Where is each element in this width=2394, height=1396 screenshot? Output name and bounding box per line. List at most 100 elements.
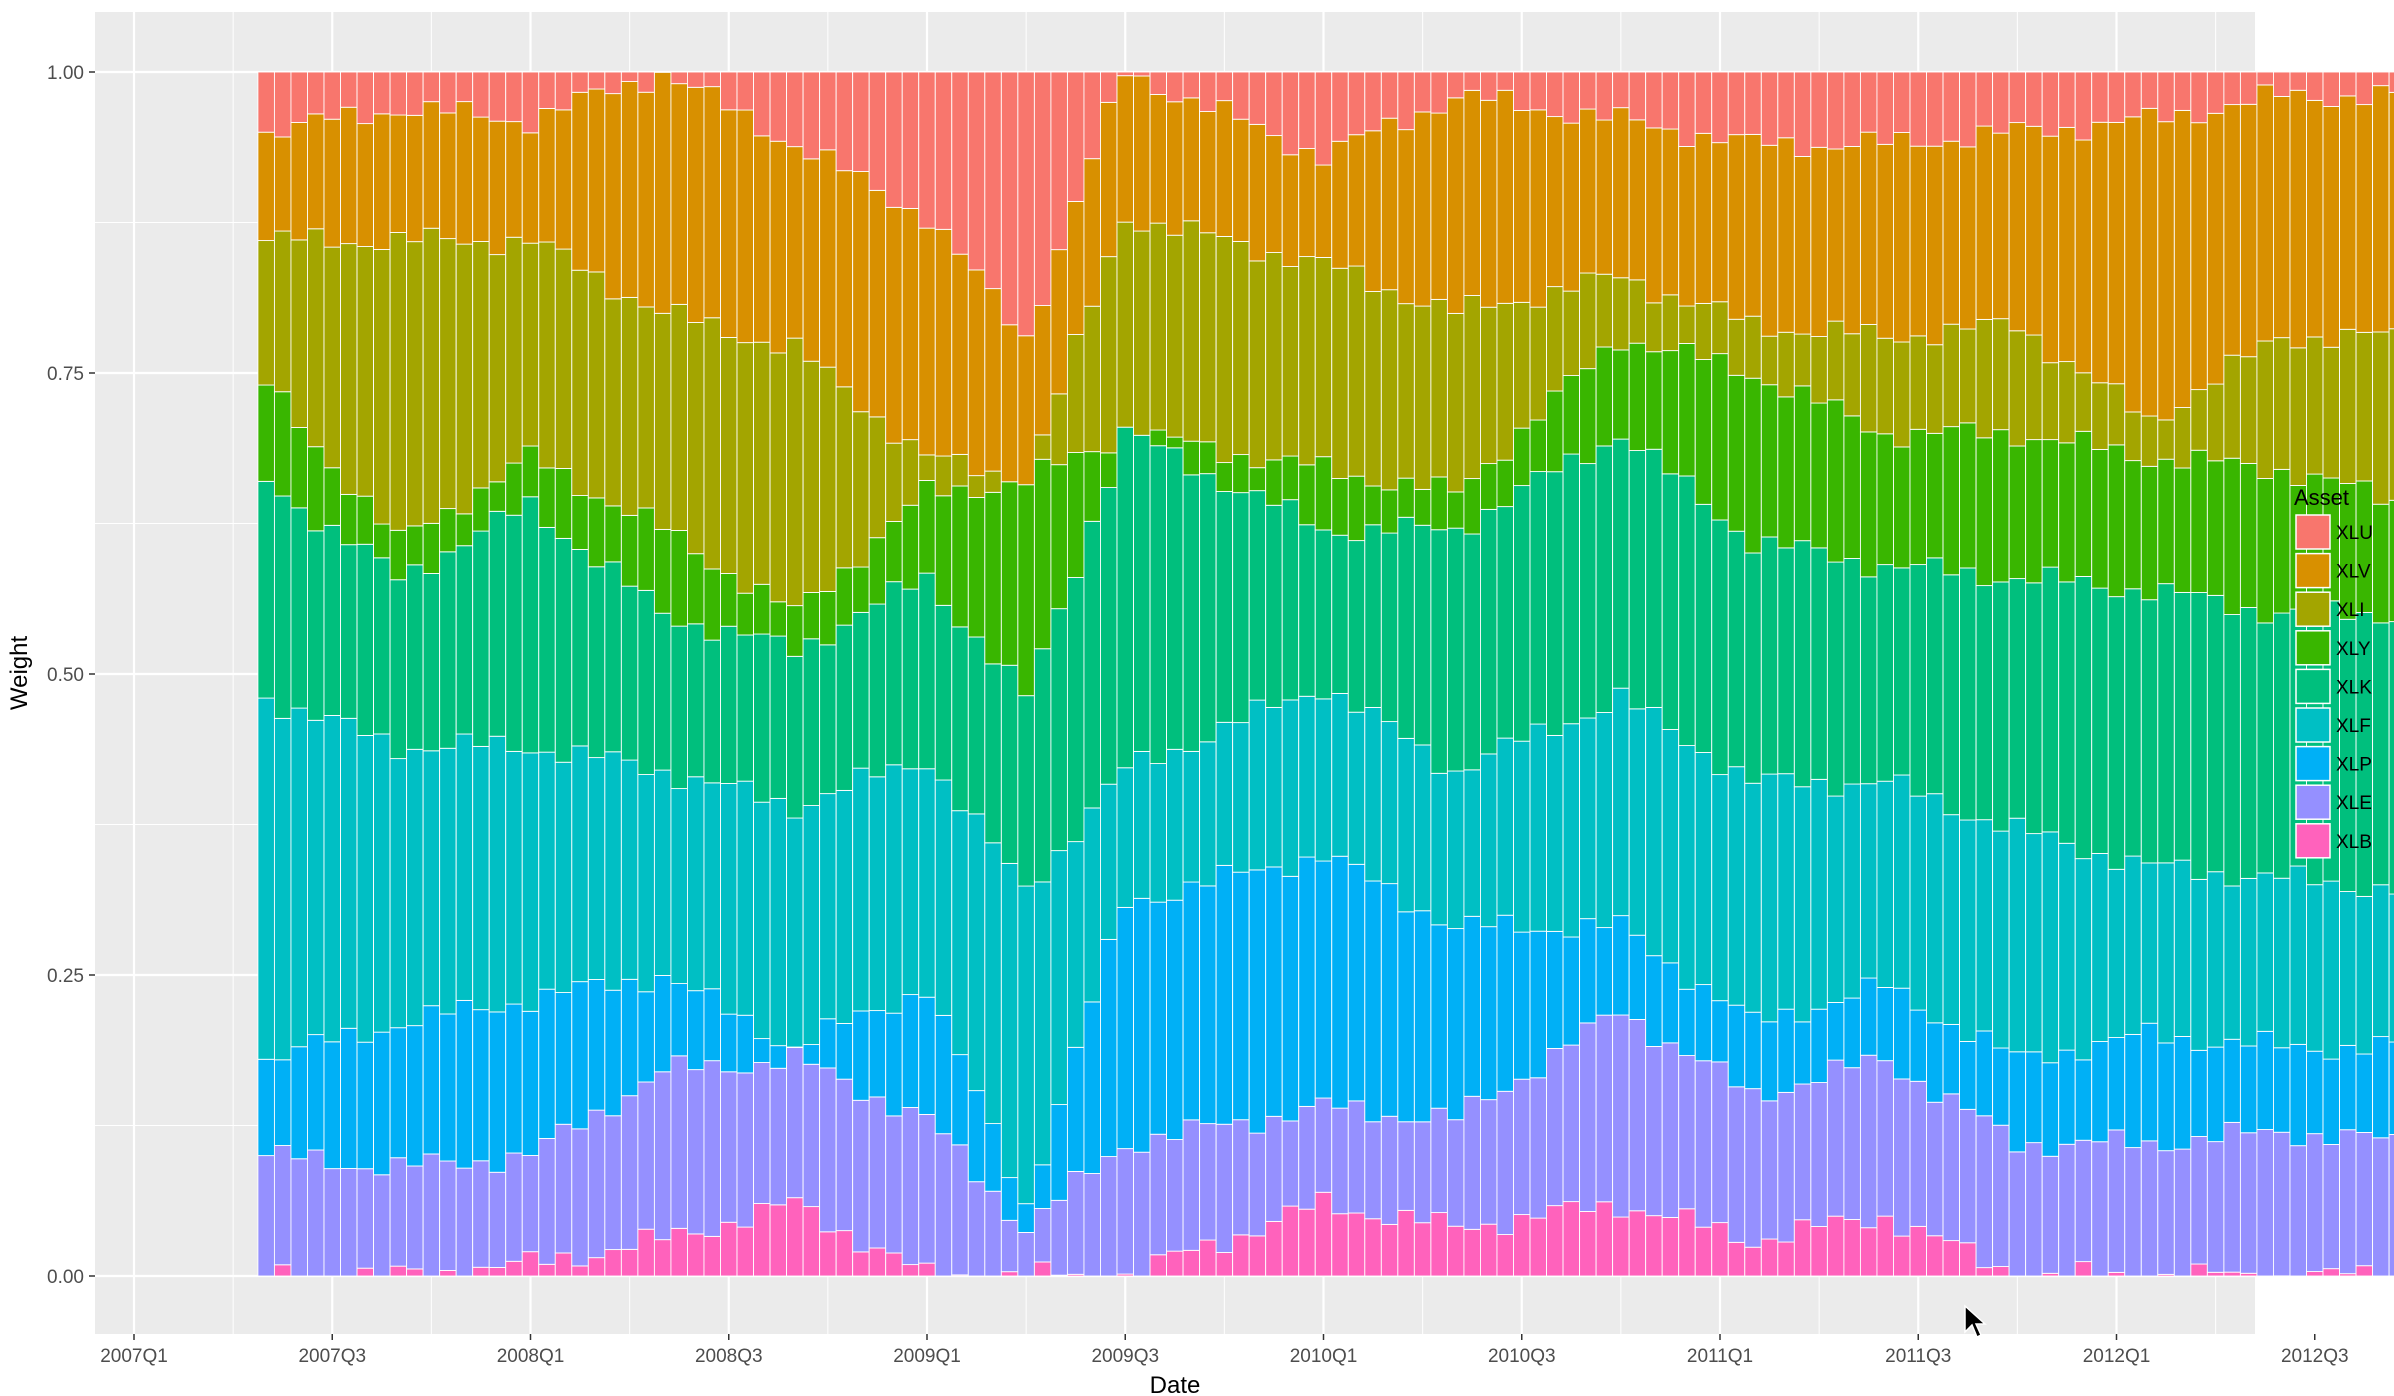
- bar-segment-xlv: [901, 207, 920, 441]
- bar-segment-xly: [720, 573, 738, 627]
- bar-segment-xly: [571, 495, 589, 550]
- bar-segment-xlp: [1100, 938, 1118, 1158]
- bar-segment-xlp: [1942, 1023, 1961, 1095]
- bar-segment-xlf: [1479, 753, 1498, 928]
- bar-segment-xlf: [967, 813, 986, 1092]
- bar-segment-xle: [1727, 1086, 1746, 1243]
- bar-segment-xlv: [1661, 128, 1680, 296]
- bar-segment-xle: [1380, 1115, 1399, 1225]
- bar-segment-xly: [1727, 374, 1746, 532]
- bar-segment-xlp: [1446, 928, 1465, 1121]
- bar-segment-xly: [1595, 346, 1614, 447]
- legend-label-xlk: XLK: [2336, 677, 2372, 698]
- bar-segment-xli: [753, 341, 771, 585]
- bar-segment-xlb: [1661, 1217, 1680, 1277]
- bar-segment-xlv: [1546, 116, 1564, 288]
- bar-segment-xlu: [422, 71, 441, 103]
- bar-segment-xlf: [1727, 766, 1746, 1006]
- bar-segment-xlu: [2239, 71, 2258, 105]
- bar-segment-xlu: [1909, 71, 1927, 147]
- bar-segment-xlf: [885, 764, 903, 1014]
- bar-segment-xle: [521, 1155, 540, 1253]
- bar-segment-xlf: [1777, 773, 1795, 1010]
- bar-segment-xly: [1529, 419, 1547, 473]
- bar-segment-xlk: [885, 581, 903, 766]
- bar-segment-xlu: [1876, 71, 1894, 145]
- bar-segment-xly: [819, 590, 837, 646]
- bar-segment-xlu: [703, 71, 721, 88]
- bar-segment-xlv: [2206, 112, 2225, 385]
- bar-segment-xlv: [1876, 143, 1894, 339]
- bar-segment-xlk: [1959, 567, 1977, 821]
- bar-segment-xle: [1479, 1099, 1498, 1225]
- bar-segment-xlk: [488, 510, 507, 737]
- bar-segment-xlb: [1959, 1242, 1977, 1277]
- bar-segment-xle: [340, 1168, 358, 1277]
- bar-segment-xlf: [1215, 721, 1234, 866]
- bar-segment-xlv: [1777, 137, 1795, 333]
- bar-segment-xli: [1232, 241, 1250, 456]
- bar-segment-xlu: [2058, 71, 2076, 128]
- bar-segment-xli: [1942, 323, 1961, 428]
- bar-segment-xlu: [455, 71, 474, 103]
- bar-segment-xlu: [1380, 71, 1399, 119]
- legend-key-xly: [2295, 630, 2331, 666]
- bar-segment-xle: [373, 1174, 391, 1277]
- bar-segment-xlp: [2355, 1053, 2374, 1133]
- bar-segment-xly: [455, 513, 474, 547]
- bar-segment-xly: [670, 530, 688, 627]
- bar-segment-xlp: [1876, 987, 1894, 1062]
- bar-segment-xlp: [1298, 856, 1316, 1107]
- bar-segment-xlf: [1083, 807, 1101, 1003]
- bar-segment-xlv: [1182, 97, 1201, 222]
- bar-segment-xlf: [2388, 893, 2394, 1043]
- bar-segment-xlu: [1893, 71, 1911, 133]
- bar-segment-xlv: [620, 81, 639, 298]
- bar-segment-xli: [687, 322, 705, 555]
- bar-segment-xly: [1926, 432, 1944, 559]
- bar-segment-xlf: [868, 776, 887, 1012]
- bar-segment-xle: [1199, 1123, 1217, 1241]
- legend-label-xli: XLI: [2336, 600, 2365, 621]
- bar-segment-xly: [1562, 375, 1581, 455]
- bar-segment-xlb: [1810, 1226, 1828, 1277]
- bar-segment-xlk: [1777, 547, 1795, 775]
- bar-segment-xli: [323, 246, 341, 469]
- bar-segment-xly: [472, 487, 490, 532]
- bar-segment-xli: [1876, 337, 1894, 435]
- bar-segment-xlb: [1166, 1250, 1184, 1277]
- bar-segment-xlf: [1050, 850, 1068, 1106]
- bar-segment-xlv: [967, 269, 986, 477]
- bar-segment-xli: [2157, 419, 2175, 460]
- bar-segment-xlb: [1430, 1212, 1448, 1277]
- bar-segment-xlv: [1579, 108, 1597, 274]
- bar-segment-xlk: [1000, 664, 1019, 864]
- bar-segment-xlv: [2190, 122, 2208, 391]
- bar-segment-xli: [356, 246, 374, 497]
- bar-segment-xlf: [1430, 772, 1448, 926]
- bar-segment-xly: [1430, 476, 1448, 531]
- bar-segment-xle: [2041, 1155, 2060, 1274]
- bar-segment-xlp: [720, 1013, 738, 1073]
- bar-segment-xly: [488, 481, 507, 512]
- bar-segment-xle: [1942, 1093, 1961, 1242]
- bar-segment-xlp: [439, 1013, 457, 1162]
- bar-segment-xlk: [918, 572, 936, 770]
- bar-segment-xly: [1166, 436, 1184, 449]
- bar-segment-xlv: [687, 86, 705, 323]
- bar-segment-xle: [1826, 1059, 1845, 1217]
- bar-segment-xlu: [1347, 71, 1366, 136]
- bar-segment-xlb: [1727, 1241, 1746, 1277]
- bar-segment-xlp: [389, 1027, 408, 1159]
- bar-segment-xle: [1397, 1121, 1415, 1211]
- bar-segment-xlu: [340, 71, 358, 108]
- bar-segment-xli: [1215, 235, 1234, 464]
- bar-segment-xlv: [2256, 84, 2274, 342]
- bar-segment-xli: [1479, 306, 1498, 465]
- bar-segment-xlp: [2041, 1062, 2060, 1157]
- bar-segment-xlk: [1215, 491, 1234, 723]
- bar-segment-xlu: [2355, 71, 2374, 106]
- bar-segment-xly: [1199, 441, 1217, 475]
- bar-segment-xlp: [2008, 1051, 2027, 1153]
- bar-segment-xlf: [273, 717, 292, 1061]
